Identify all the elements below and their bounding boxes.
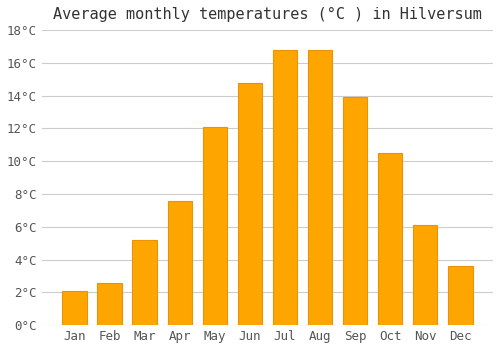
Bar	[202, 127, 227, 325]
Bar	[238, 83, 262, 325]
Bar	[132, 240, 157, 325]
Bar	[62, 291, 87, 325]
Bar	[343, 97, 367, 325]
Bar	[378, 153, 402, 325]
Title: Average monthly temperatures (°C ) in Hilversum: Average monthly temperatures (°C ) in Hi…	[53, 7, 482, 22]
Bar	[413, 225, 438, 325]
Bar	[308, 50, 332, 325]
Bar	[448, 266, 472, 325]
Bar	[168, 201, 192, 325]
Bar	[98, 282, 122, 325]
Bar	[272, 50, 297, 325]
